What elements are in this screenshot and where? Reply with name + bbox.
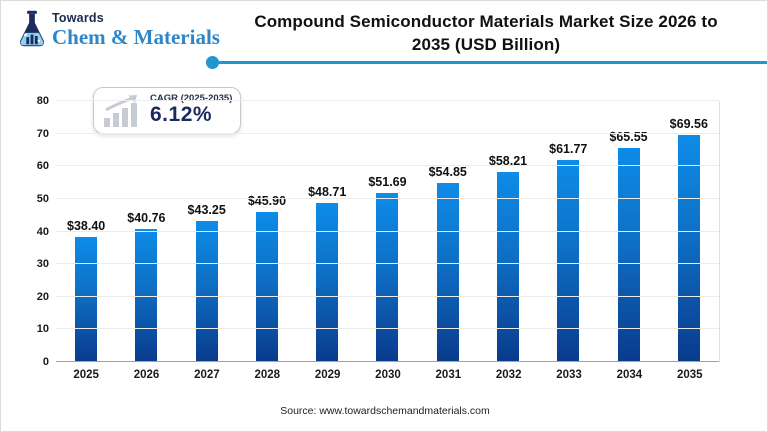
y-tick-label-40: 40 bbox=[36, 225, 49, 238]
bar-column-2033: $61.77 bbox=[538, 101, 598, 362]
y-tick-label-50: 50 bbox=[36, 192, 49, 205]
gridline-10 bbox=[56, 328, 719, 330]
bar-column-2030: $51.69 bbox=[357, 101, 417, 362]
bar-column-2026: $40.76 bbox=[116, 101, 176, 362]
x-tick-label-2030: 2030 bbox=[375, 369, 401, 381]
gridline-80 bbox=[56, 100, 719, 101]
x-tick-label-2035: 2035 bbox=[676, 369, 703, 381]
bar-column-2025: $38.40 bbox=[56, 101, 116, 362]
logo: Towards Chem & Materials bbox=[14, 10, 220, 50]
bar-2033 bbox=[557, 160, 580, 362]
bar-2025 bbox=[75, 236, 98, 362]
y-tick-label-20: 20 bbox=[36, 290, 49, 303]
bar-column-2032: $58.21 bbox=[478, 101, 538, 362]
y-tick-label-80: 80 bbox=[36, 95, 49, 107]
bars-container: $38.40 $40.76 $43.25 $45.90 $48.71 $51.69 $54.… bbox=[56, 101, 719, 362]
logo-text-chem-materials: Chem & Materials bbox=[52, 24, 220, 49]
y-tick-label-0: 0 bbox=[42, 356, 49, 368]
bar-column-2029: $48.71 bbox=[297, 101, 357, 362]
bar-value-label-2035: $69.56 bbox=[669, 117, 708, 132]
bar-value-label-2028: $45.90 bbox=[247, 194, 287, 209]
x-tick-label-2029: 2029 bbox=[314, 369, 341, 381]
bar-column-2028: $45.90 bbox=[237, 101, 297, 362]
bar-2027 bbox=[195, 220, 218, 362]
plot-area: $38.40 $40.76 $43.25 $45.90 $48.71 $51.69 $54.… bbox=[56, 100, 720, 362]
separator-line bbox=[206, 61, 767, 64]
x-tick-label-2033: 2033 bbox=[556, 369, 582, 381]
growth-chart-icon bbox=[104, 94, 137, 127]
x-axis-line bbox=[56, 361, 719, 362]
y-tick-label-60: 60 bbox=[36, 160, 49, 173]
source-text: Source: www.towardschemandmaterials.com bbox=[280, 405, 490, 417]
gridline-60 bbox=[56, 165, 719, 167]
bar-2032 bbox=[496, 172, 519, 362]
x-tick-label-2026: 2026 bbox=[133, 369, 160, 381]
bar-2035 bbox=[677, 135, 700, 362]
bar-column-2031: $54.85 bbox=[418, 101, 478, 362]
bar-value-label-2034: $65.55 bbox=[609, 130, 648, 145]
bar-column-2034: $65.55 bbox=[598, 101, 658, 362]
y-tick-label-10: 10 bbox=[36, 323, 49, 336]
bar-2031 bbox=[436, 183, 459, 362]
bar-column-2027: $43.25 bbox=[177, 101, 237, 362]
bar-2030 bbox=[376, 193, 399, 362]
bar-value-label-2032: $58.21 bbox=[488, 154, 528, 169]
bar-2029 bbox=[316, 203, 339, 362]
chart-title: Compound Semiconductor Materials Market … bbox=[254, 12, 718, 54]
flask-icon bbox=[19, 10, 45, 47]
x-tick-label-2025: 2025 bbox=[73, 369, 99, 381]
gridline-40 bbox=[56, 230, 719, 232]
bar-value-label-2031: $54.85 bbox=[428, 165, 467, 180]
cagr-badge: CAGR (2025-2035) 6.12% bbox=[93, 87, 241, 134]
x-tick-label-2032: 2032 bbox=[495, 369, 522, 381]
x-tick-label-2031: 2031 bbox=[435, 369, 462, 381]
y-tick-label-70: 70 bbox=[36, 127, 49, 140]
bar-value-label-2027: $43.25 bbox=[187, 202, 226, 217]
gridline-30 bbox=[56, 263, 719, 265]
y-tick-label-30: 30 bbox=[36, 258, 49, 271]
gridline-70 bbox=[56, 132, 719, 134]
x-tick-label-2027: 2027 bbox=[194, 369, 220, 381]
bar-value-label-2030: $51.69 bbox=[368, 175, 407, 190]
bar-value-label-2033: $61.77 bbox=[549, 142, 588, 157]
y-axis: 0 10 20 30 40 50 60 70 80 bbox=[1, 95, 49, 368]
logo-text-towards: Towards bbox=[52, 11, 104, 26]
bar-value-label-2029: $48.71 bbox=[308, 185, 347, 200]
x-tick-label-2028: 2028 bbox=[254, 369, 281, 381]
bar-2034 bbox=[617, 148, 640, 362]
bar-value-label-2026: $40.76 bbox=[127, 211, 166, 226]
gridline-50 bbox=[56, 197, 719, 199]
cagr-label: CAGR (2025-2035) bbox=[150, 93, 233, 105]
x-tick-label-2034: 2034 bbox=[616, 369, 643, 381]
bar-value-label-2025: $38.40 bbox=[67, 218, 106, 233]
bar-column-2035: $69.56 bbox=[659, 101, 719, 362]
cagr-value: 6.12% bbox=[150, 103, 213, 127]
gridline-20 bbox=[56, 295, 719, 297]
x-axis: 2025 2026 2027 2028 2029 2030 2031 2032 2033 2034… bbox=[56, 369, 720, 381]
bar-2028 bbox=[255, 212, 278, 362]
